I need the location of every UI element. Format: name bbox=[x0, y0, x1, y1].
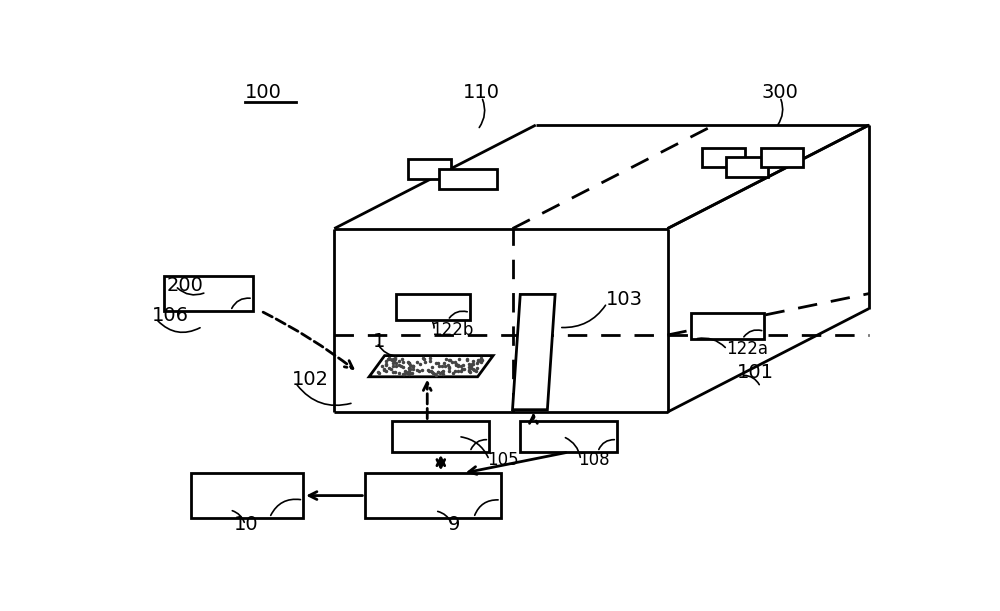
Bar bbox=[691, 313, 764, 339]
Bar bbox=[164, 276, 253, 311]
Text: 106: 106 bbox=[152, 306, 189, 325]
Polygon shape bbox=[512, 295, 555, 410]
Bar bbox=[191, 473, 303, 518]
Text: 300: 300 bbox=[761, 82, 798, 101]
Text: 9: 9 bbox=[448, 516, 461, 535]
Text: 105: 105 bbox=[487, 451, 519, 469]
Text: 102: 102 bbox=[292, 370, 329, 389]
Text: 122a: 122a bbox=[726, 340, 768, 357]
Text: 122b: 122b bbox=[431, 321, 474, 338]
Polygon shape bbox=[369, 356, 493, 377]
Bar bbox=[761, 148, 803, 167]
Bar bbox=[396, 295, 470, 320]
Bar bbox=[520, 422, 617, 452]
Bar bbox=[702, 148, 745, 167]
Bar bbox=[439, 169, 497, 189]
Text: 100: 100 bbox=[245, 82, 282, 101]
Text: 10: 10 bbox=[234, 516, 259, 535]
Bar bbox=[726, 157, 768, 177]
Bar bbox=[408, 159, 450, 179]
Text: 103: 103 bbox=[606, 290, 642, 309]
Text: 110: 110 bbox=[463, 82, 500, 101]
Bar bbox=[392, 422, 489, 452]
Text: 1: 1 bbox=[373, 332, 385, 351]
Text: 108: 108 bbox=[578, 451, 610, 469]
Text: 200: 200 bbox=[167, 276, 204, 295]
Text: 101: 101 bbox=[737, 362, 774, 381]
Bar bbox=[365, 473, 501, 518]
